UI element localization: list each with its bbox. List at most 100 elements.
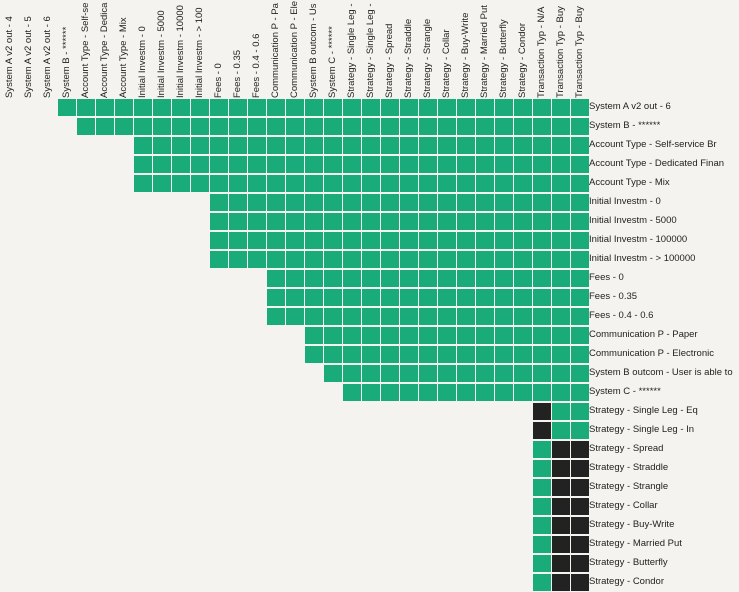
heatmap-cell-allowed xyxy=(400,326,418,345)
heatmap-cell-blocked xyxy=(552,554,570,573)
heatmap-cell-allowed xyxy=(210,98,228,117)
heatmap-cell-allowed xyxy=(400,98,418,117)
heatmap-cell-allowed xyxy=(134,155,152,174)
column-label: Strategy - Married Put xyxy=(479,5,490,98)
heatmap-cell-allowed xyxy=(324,307,342,326)
heatmap-cell-allowed xyxy=(324,345,342,364)
row-label: Strategy - Spread xyxy=(589,442,664,454)
heatmap-cell-allowed xyxy=(381,193,399,212)
heatmap-cell-allowed xyxy=(457,231,475,250)
heatmap-cell-allowed xyxy=(514,364,532,383)
heatmap-cell-allowed xyxy=(229,136,247,155)
heatmap-cell-allowed xyxy=(438,136,456,155)
heatmap-cell-allowed xyxy=(324,212,342,231)
heatmap-cell-allowed xyxy=(248,155,266,174)
heatmap-cell-allowed xyxy=(362,307,380,326)
heatmap-cell-allowed xyxy=(210,193,228,212)
heatmap-cell-allowed xyxy=(514,212,532,231)
heatmap-cell-allowed xyxy=(419,212,437,231)
heatmap-cell-allowed xyxy=(533,174,551,193)
heatmap-cell-allowed xyxy=(305,174,323,193)
column-label: Strategy - Strangle xyxy=(422,18,433,98)
heatmap-cell-allowed xyxy=(153,136,171,155)
row-label: System A v2 out - 6 xyxy=(589,100,671,112)
heatmap-cell-allowed xyxy=(210,117,228,136)
heatmap-cell-allowed xyxy=(476,269,494,288)
column-label: System A v2 out - 4 xyxy=(4,16,15,98)
heatmap-cell-blocked xyxy=(552,573,570,592)
heatmap-cell-allowed xyxy=(476,288,494,307)
column-label: Strategy - Collar xyxy=(441,29,452,98)
heatmap-cell-allowed xyxy=(248,250,266,269)
column-label: System A v2 out - 5 xyxy=(23,16,34,98)
heatmap-cell-allowed xyxy=(533,117,551,136)
heatmap-cell-allowed xyxy=(552,155,570,174)
heatmap-cell-allowed xyxy=(381,364,399,383)
heatmap-cell-allowed xyxy=(552,269,570,288)
heatmap-cell-allowed xyxy=(229,193,247,212)
heatmap-cell-allowed xyxy=(400,193,418,212)
heatmap-cell-allowed xyxy=(400,364,418,383)
heatmap-cell-allowed xyxy=(153,174,171,193)
heatmap-cell-allowed xyxy=(305,288,323,307)
heatmap-cell-allowed xyxy=(533,554,551,573)
heatmap-cell-blocked xyxy=(552,497,570,516)
heatmap-cell-allowed xyxy=(172,155,190,174)
heatmap-cell-allowed xyxy=(438,326,456,345)
heatmap-cell-allowed xyxy=(324,193,342,212)
heatmap-cell-allowed xyxy=(457,345,475,364)
column-label: Initial Investm - > 100 xyxy=(194,7,205,98)
heatmap-cell-allowed xyxy=(58,98,76,117)
heatmap-cell-allowed xyxy=(77,98,95,117)
heatmap-cell-allowed xyxy=(571,250,589,269)
heatmap-cell-allowed xyxy=(419,231,437,250)
heatmap-cell-allowed xyxy=(419,288,437,307)
heatmap-cell-allowed xyxy=(571,421,589,440)
heatmap-cell-allowed xyxy=(419,117,437,136)
column-label: Initial Investm - 0 xyxy=(137,26,148,98)
heatmap-cell-allowed xyxy=(476,326,494,345)
heatmap-cell-allowed xyxy=(305,250,323,269)
heatmap-cell-blocked xyxy=(552,516,570,535)
row-label: Strategy - Buy-Write xyxy=(589,518,675,530)
heatmap-cell-allowed xyxy=(457,212,475,231)
heatmap-cell-allowed xyxy=(381,212,399,231)
heatmap-cell-allowed xyxy=(362,326,380,345)
heatmap-cell-allowed xyxy=(400,269,418,288)
heatmap-cell-allowed xyxy=(438,345,456,364)
heatmap-cell-allowed xyxy=(153,155,171,174)
heatmap-cell-allowed xyxy=(438,269,456,288)
heatmap-cell-allowed xyxy=(267,155,285,174)
heatmap-cell-allowed xyxy=(476,250,494,269)
heatmap-cell-allowed xyxy=(552,402,570,421)
heatmap-cell-allowed xyxy=(438,288,456,307)
heatmap-cell-allowed xyxy=(419,136,437,155)
heatmap-cell-allowed xyxy=(400,383,418,402)
heatmap-cell-allowed xyxy=(267,288,285,307)
column-label: Communication P - Pa xyxy=(270,3,281,98)
heatmap-cell-blocked xyxy=(552,478,570,497)
heatmap-cell-allowed xyxy=(267,307,285,326)
heatmap-cell-allowed xyxy=(362,117,380,136)
heatmap-cell-allowed xyxy=(153,98,171,117)
heatmap-cell-allowed xyxy=(324,231,342,250)
heatmap-cell-allowed xyxy=(457,174,475,193)
column-label: Fees - 0.4 - 0.6 xyxy=(251,33,262,98)
row-label: Strategy - Married Put xyxy=(589,537,682,549)
heatmap-cell-allowed xyxy=(533,345,551,364)
heatmap-cell-allowed xyxy=(571,383,589,402)
column-label: Initial Investm - 10000 xyxy=(175,5,186,98)
heatmap-cell-allowed xyxy=(438,307,456,326)
heatmap-cell-allowed xyxy=(381,345,399,364)
column-label: Fees - 0 xyxy=(213,63,224,98)
heatmap-cell-blocked xyxy=(571,478,589,497)
heatmap-cell-allowed xyxy=(533,326,551,345)
heatmap-cell-blocked xyxy=(571,459,589,478)
heatmap-cell-allowed xyxy=(571,193,589,212)
heatmap-cell-allowed xyxy=(476,212,494,231)
heatmap-cell-allowed xyxy=(134,117,152,136)
heatmap-cell-allowed xyxy=(400,307,418,326)
heatmap-cell-allowed xyxy=(343,231,361,250)
heatmap-cell-allowed xyxy=(419,307,437,326)
heatmap-cell-allowed xyxy=(571,212,589,231)
